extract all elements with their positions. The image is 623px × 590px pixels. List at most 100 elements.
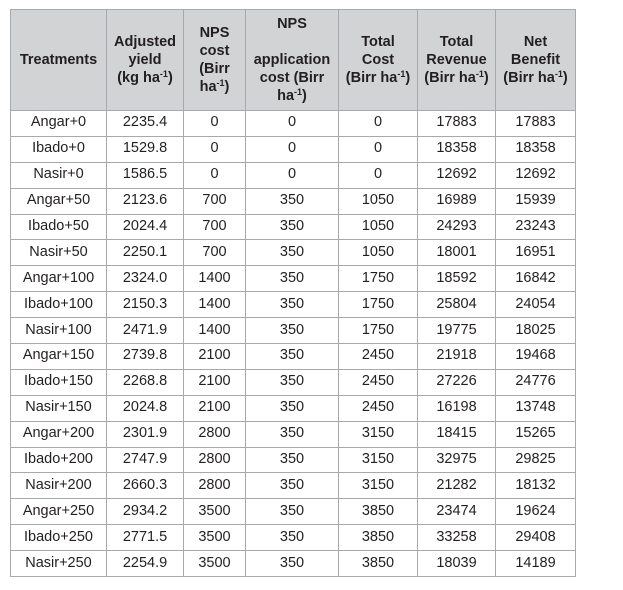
value-cell: 2250.1 <box>106 239 184 267</box>
header-line: (Birr <box>199 61 230 77</box>
value-cell: 350 <box>245 265 339 293</box>
value-cell: 1750 <box>338 317 418 345</box>
header-line: NPS <box>199 24 230 41</box>
value-cell: 350 <box>245 343 339 370</box>
value-cell: 3500 <box>183 498 246 526</box>
header-nps-cost: NPS cost (Birr ha-1) <box>183 9 246 111</box>
value-cell: 16951 <box>495 239 576 267</box>
table-row: Ibado+150 2268.8 2100 350 2450 27226 24776 <box>10 368 576 396</box>
value-cell: 2800 <box>183 446 246 474</box>
treatment-cell: Nasir+50 <box>10 239 107 267</box>
table-header: Treatments Adjusted yield (kg ha-1) NPS cos… <box>10 9 576 111</box>
value-cell: 13748 <box>495 394 576 422</box>
table-row: Nasir+100 2471.9 1400 350 1750 19775 18025 <box>10 317 576 345</box>
header-line: ha-1) <box>199 78 230 96</box>
value-cell: 19624 <box>495 498 576 526</box>
value-cell: 16989 <box>417 187 496 215</box>
header-line: (Birr ha-1) <box>503 69 568 87</box>
header-line: NPS <box>277 15 307 32</box>
table-row: Ibado+50 2024.4 700 350 1050 24293 23243 <box>10 213 576 241</box>
header-adjusted-yield: Adjusted yield (kg ha-1) <box>106 9 184 111</box>
value-cell: 24293 <box>417 213 496 241</box>
value-cell: 29825 <box>495 446 576 474</box>
value-cell: 350 <box>245 239 339 267</box>
value-cell: 2450 <box>338 368 418 396</box>
header-total-cost: Total Cost (Birr ha-1) <box>338 9 418 111</box>
table-row: Angar+150 2739.8 2100 350 2450 21918 19468 <box>10 343 576 370</box>
value-cell: 2150.3 <box>106 291 184 319</box>
treatment-cell: Ibado+200 <box>10 446 107 474</box>
value-cell: 3150 <box>338 472 418 500</box>
value-cell: 2324.0 <box>106 265 184 293</box>
value-cell: 21918 <box>417 343 496 370</box>
value-cell: 3500 <box>183 550 246 578</box>
value-cell: 2301.9 <box>106 420 184 448</box>
value-cell: 18415 <box>417 420 496 448</box>
value-cell: 1050 <box>338 213 418 241</box>
treatment-cell: Angar+200 <box>10 420 107 448</box>
value-cell: 2800 <box>183 420 246 448</box>
value-cell: 2771.5 <box>106 524 184 552</box>
value-cell: 16198 <box>417 394 496 422</box>
value-cell: 17883 <box>495 110 576 137</box>
value-cell: 1586.5 <box>106 161 184 189</box>
table-row: Nasir+150 2024.8 2100 350 2450 16198 13748 <box>10 394 576 422</box>
table-row: Ibado+100 2150.3 1400 350 1750 25804 24054 <box>10 291 576 319</box>
value-cell: 18358 <box>495 135 576 163</box>
value-cell: 700 <box>183 187 246 215</box>
value-cell: 15265 <box>495 420 576 448</box>
value-cell: 24054 <box>495 291 576 319</box>
table-row: Ibado+250 2771.5 3500 350 3850 33258 29408 <box>10 524 576 552</box>
value-cell: 3850 <box>338 550 418 578</box>
table-row: Angar+200 2301.9 2800 350 3150 18415 15265 <box>10 420 576 448</box>
value-cell: 350 <box>245 291 339 319</box>
value-cell: 0 <box>183 110 246 137</box>
economic-analysis-table: Treatments Adjusted yield (kg ha-1) NPS cos… <box>10 9 576 578</box>
value-cell: 2100 <box>183 394 246 422</box>
value-cell: 2268.8 <box>106 368 184 396</box>
value-cell: 350 <box>245 368 339 396</box>
treatment-cell: Angar+100 <box>10 265 107 293</box>
value-cell: 2747.9 <box>106 446 184 474</box>
value-cell: 12692 <box>417 161 496 189</box>
table-body: Angar+0 2235.4 0 0 0 17883 17883 Ibado+0 1529.8 0… <box>10 110 576 578</box>
value-cell: 1750 <box>338 265 418 293</box>
value-cell: 1750 <box>338 291 418 319</box>
header-line: Total <box>439 33 474 50</box>
value-cell: 350 <box>245 317 339 345</box>
header-treatments: Treatments <box>10 9 107 111</box>
value-cell: 2934.2 <box>106 498 184 526</box>
header-net-benefit: Net Benefit (Birr ha-1) <box>495 9 576 111</box>
value-cell: 14189 <box>495 550 576 578</box>
value-cell: 0 <box>338 161 418 189</box>
value-cell: 18358 <box>417 135 496 163</box>
value-cell: 0 <box>338 110 418 137</box>
value-cell: 3150 <box>338 420 418 448</box>
value-cell: 23474 <box>417 498 496 526</box>
treatment-cell: Ibado+150 <box>10 368 107 396</box>
treatment-cell: Ibado+0 <box>10 135 107 163</box>
value-cell: 12692 <box>495 161 576 189</box>
table-row: Ibado+0 1529.8 0 0 0 18358 18358 <box>10 135 576 163</box>
value-cell: 2100 <box>183 368 246 396</box>
value-cell: 18001 <box>417 239 496 267</box>
value-cell: 29408 <box>495 524 576 552</box>
header-line: Total <box>361 33 395 50</box>
value-cell: 18039 <box>417 550 496 578</box>
table-row: Angar+100 2324.0 1400 350 1750 18592 16842 <box>10 265 576 293</box>
value-cell: 3500 <box>183 524 246 552</box>
value-cell: 27226 <box>417 368 496 396</box>
value-cell: 2739.8 <box>106 343 184 370</box>
treatment-cell: Ibado+100 <box>10 291 107 319</box>
header-row: Treatments Adjusted yield (kg ha-1) NPS cos… <box>10 9 576 111</box>
header-line: yield <box>128 51 162 68</box>
value-cell: 24776 <box>495 368 576 396</box>
treatment-cell: Ibado+250 <box>10 524 107 552</box>
header-line: ha-1) <box>277 87 307 105</box>
value-cell: 350 <box>245 550 339 578</box>
table-row: Ibado+200 2747.9 2800 350 3150 32975 29825 <box>10 446 576 474</box>
value-cell: 2235.4 <box>106 110 184 137</box>
header-line: Revenue <box>426 51 487 68</box>
table-row: Nasir+0 1586.5 0 0 0 12692 12692 <box>10 161 576 189</box>
value-cell: 25804 <box>417 291 496 319</box>
